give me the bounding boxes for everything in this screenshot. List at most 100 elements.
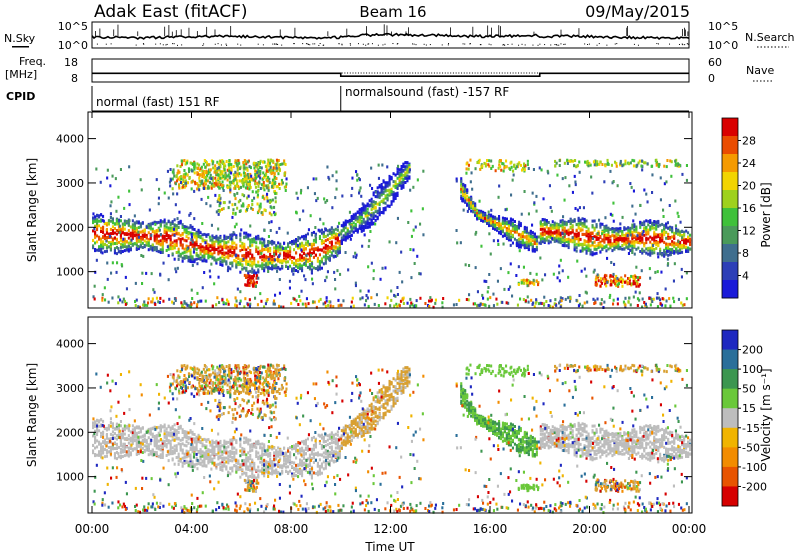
power-cell: [276, 269, 279, 273]
power-cell: [155, 229, 158, 233]
power-cell: [100, 240, 103, 244]
power-cell: [634, 212, 637, 216]
power-cell: [279, 248, 282, 252]
power-cell: [257, 260, 260, 264]
power-cell: [266, 243, 269, 247]
power-cell: [218, 174, 221, 177]
power-cell: [320, 248, 323, 252]
nave-dot: [173, 72, 175, 74]
power-cell: [632, 279, 635, 283]
power-cell: [527, 244, 530, 248]
power-cell: [233, 252, 236, 256]
power-cell: [651, 191, 654, 194]
power-cell: [189, 241, 192, 245]
power-cell: [336, 241, 339, 245]
power-cell: [474, 202, 477, 206]
power-cell: [481, 166, 484, 169]
power-cell: [386, 189, 389, 193]
power-cell: [247, 272, 250, 276]
power-cell: [603, 236, 606, 239]
nave-dot: [651, 72, 653, 74]
nave-dot: [165, 72, 167, 74]
power-cell: [193, 217, 196, 221]
power-cell: [637, 161, 640, 165]
power-cell: [504, 165, 507, 169]
nsearch-dot: [687, 43, 689, 45]
power-cell: [139, 245, 142, 249]
power-cell: [633, 244, 636, 248]
power-cell: [229, 233, 232, 237]
power-cell: [615, 232, 618, 236]
power-cell: [648, 267, 651, 271]
power-cell: [291, 260, 294, 264]
power-cell: [595, 223, 598, 227]
power-cell: [201, 239, 204, 243]
power-cell: [677, 251, 680, 255]
power-cell: [205, 233, 208, 237]
power-cell: [155, 230, 158, 234]
power-cell: [301, 257, 304, 261]
power-cell: [279, 252, 282, 256]
power-cell: [139, 222, 142, 226]
power-cell: [261, 237, 264, 241]
power-cell: [674, 224, 677, 228]
power-cell: [247, 181, 250, 185]
nave-dot: [645, 72, 647, 74]
power-cell: [141, 271, 144, 275]
power-cell: [196, 162, 199, 166]
power-cell: [632, 276, 635, 280]
power-cell: [171, 220, 174, 224]
power-cell: [609, 212, 612, 216]
power-cell: [98, 248, 101, 252]
nave-dot: [159, 72, 161, 74]
power-cell: [293, 267, 296, 271]
power-cell: [299, 258, 302, 262]
power-cell: [687, 249, 690, 253]
power-cell: [171, 228, 174, 232]
power-cell: [358, 189, 361, 193]
power-cell: [366, 221, 369, 225]
power-cell: [665, 230, 668, 234]
power-cell: [279, 245, 282, 249]
power-cell: [98, 245, 101, 249]
power-cell: [229, 250, 232, 254]
power-cell: [322, 233, 325, 237]
nave-dot: [680, 72, 682, 74]
power-cell: [336, 249, 339, 253]
power-cell: [304, 263, 307, 267]
power-cell: [581, 224, 584, 228]
power-cell: [165, 240, 168, 244]
nsearch-dot: [425, 44, 427, 46]
power-cell: [197, 246, 200, 250]
power-cell: [472, 201, 475, 204]
power-cell: [571, 225, 574, 229]
power-cell: [679, 220, 682, 224]
power-cell: [356, 217, 359, 221]
nave-dot: [577, 72, 579, 74]
power-cell: [480, 244, 483, 248]
power-cell: [242, 184, 245, 188]
nave-dot: [97, 72, 99, 74]
power-cell: [400, 165, 403, 168]
power-cell: [480, 219, 483, 222]
power-cell: [175, 232, 178, 236]
power-cell: [253, 271, 256, 274]
power-cell: [255, 235, 258, 239]
power-cell: [190, 187, 193, 191]
power-cell: [273, 252, 276, 256]
power-cell: [276, 161, 279, 165]
power-cell: [94, 231, 97, 235]
power-cell: [127, 229, 130, 233]
power-cell: [525, 241, 528, 245]
power-cell: [234, 184, 237, 188]
power-cell: [460, 194, 463, 198]
power-cell: [273, 264, 276, 268]
power-cell: [575, 242, 578, 246]
power-cell: [251, 270, 254, 274]
power-cell: [231, 251, 234, 254]
power-cell: [267, 186, 270, 190]
power-cell: [674, 162, 677, 166]
power-cell: [647, 230, 650, 234]
power-cell: [659, 247, 662, 251]
power-cell: [581, 232, 584, 236]
